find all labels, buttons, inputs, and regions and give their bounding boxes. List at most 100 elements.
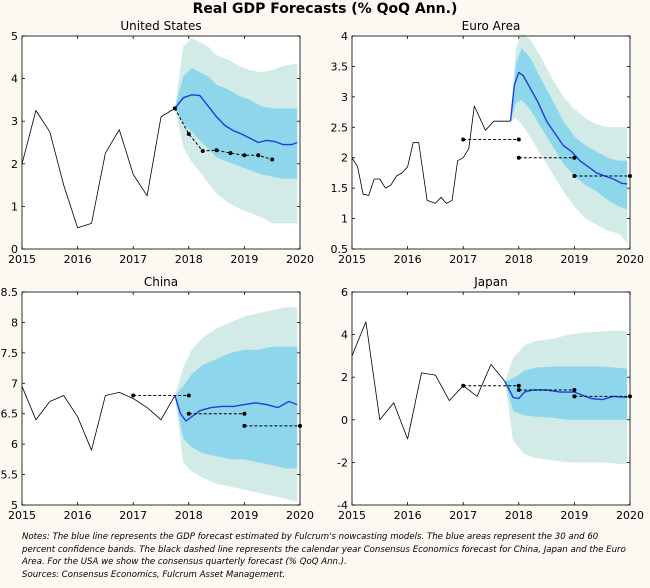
y-tick-label: 2.5 (331, 121, 349, 134)
consensus-point (572, 155, 577, 160)
consensus-point (572, 174, 577, 178)
y-tick-label: 3 (341, 91, 348, 104)
consensus-point (516, 137, 521, 142)
forecast-line (509, 71, 628, 185)
history-line (21, 108, 176, 229)
consensus-point (461, 383, 466, 388)
x-tick-label: 2017 (119, 509, 147, 522)
x-tick-label: 2017 (449, 253, 477, 266)
y-tick-label: 5 (11, 30, 18, 43)
consensus-point (242, 411, 247, 416)
x-tick-label: 2015 (8, 253, 36, 266)
x-tick-label: 2016 (394, 509, 422, 522)
x-tick-label: 2017 (449, 509, 477, 522)
confidence-band-30 (504, 366, 628, 420)
y-tick-label: -4 (337, 499, 348, 512)
history-line (21, 386, 176, 451)
x-tick-label: 2019 (230, 509, 258, 522)
y-tick-label: 3.5 (331, 60, 349, 73)
x-tick-label: 2020 (286, 253, 314, 266)
y-tick-label: 1 (341, 213, 348, 226)
y-tick-label: 8.5 (1, 286, 19, 299)
consensus-point (516, 383, 521, 388)
y-tick-label: 4 (341, 30, 348, 43)
chart-panel-china: China 2015 2016 2017 2018 2019 2020 5 5.5 6 6.5 7 7.… (0, 272, 325, 542)
y-tick-label: 1.5 (331, 182, 349, 195)
forecast-line (504, 381, 628, 401)
y-tick-label: 5 (11, 499, 18, 512)
y-tick-label: 2 (341, 152, 348, 165)
y-tick-label: 2 (11, 158, 18, 171)
x-tick-label: 2018 (175, 509, 203, 522)
forecast-line (174, 395, 298, 422)
chart-panel-united-states: United States 2015 2016 2017 2018 2019 2020 0 1 2… (0, 16, 325, 286)
history-line (351, 321, 506, 440)
chart-svg-japan: Japan 2015 2016 2017 2018 2019 2020 -4 -2 0 2 4 6 (337, 275, 644, 522)
y-tick-label: 6 (11, 438, 18, 451)
y-tick-label: 4 (11, 73, 18, 86)
x-tick-label: 2016 (64, 509, 92, 522)
y-tick-label: 1 (11, 200, 18, 213)
y-tick-label: 6 (341, 286, 348, 299)
plot-frame (21, 35, 301, 250)
consensus-point (228, 151, 233, 156)
confidence-band-30 (174, 346, 298, 469)
x-tick-label: 2020 (616, 509, 644, 522)
x-tick-label: 2017 (119, 253, 147, 266)
consensus-point (131, 393, 136, 398)
chart-title: China (144, 275, 178, 289)
x-tick-label: 2020 (286, 509, 314, 522)
x-tick-label: 2018 (505, 509, 533, 522)
consensus-point (214, 148, 219, 153)
x-tick-label: 2016 (394, 253, 422, 266)
consensus-point (200, 149, 205, 153)
x-tick-label: 2019 (560, 253, 588, 266)
consensus-point (186, 393, 191, 398)
y-tick-label: 8 (11, 316, 18, 329)
y-tick-label: 5.5 (1, 469, 19, 482)
y-tick-label: 0 (11, 243, 18, 256)
x-tick-label: 2015 (338, 509, 366, 522)
consensus-point (186, 132, 191, 136)
consensus-point (242, 153, 247, 158)
chart-panel-japan: Japan 2015 2016 2017 2018 2019 2020 -4 -2 0 2 4 6 (330, 272, 650, 542)
x-tick-label: 2016 (64, 253, 92, 266)
history-line (351, 105, 511, 204)
y-tick-label: 6.5 (1, 408, 19, 421)
notes-text: Notes: The blue line represents the GDP … (22, 532, 626, 568)
figure-title: Real GDP Forecasts (% QoQ Ann.) (192, 1, 458, 17)
consensus-point (186, 411, 191, 416)
consensus-point (256, 153, 261, 158)
consensus-point (270, 157, 275, 162)
consensus-point (242, 423, 247, 428)
y-tick-label: 3 (11, 115, 18, 128)
chart-svg-china: China 2015 2016 2017 2018 2019 2020 5 5.5 6 6.5 7 7.… (1, 275, 315, 522)
plot-frame (351, 291, 631, 506)
x-tick-label: 2015 (338, 253, 366, 266)
plot-frame (351, 35, 631, 250)
y-tick-label: -2 (337, 456, 348, 469)
consensus-line (174, 108, 273, 160)
y-tick-label: 2 (341, 371, 348, 384)
x-tick-label: 2018 (175, 253, 203, 266)
y-tick-label: 0.5 (331, 243, 349, 256)
consensus-point (461, 137, 466, 142)
consensus-point (572, 394, 577, 399)
consensus-point (572, 388, 577, 392)
x-tick-label: 2019 (560, 509, 588, 522)
chart-svg-united-states: United States 2015 2016 2017 2018 2019 2020 0 1 2… (8, 19, 314, 266)
x-tick-label: 2019 (230, 253, 258, 266)
consensus-point (516, 388, 521, 392)
chart-title: Euro Area (462, 19, 521, 33)
confidence-band-30 (174, 68, 298, 179)
y-tick-label: 7 (11, 377, 18, 390)
chart-panel-euro-area: Euro Area 2015 2016 2017 2018 2019 2020 0.5 1 1.5… (330, 16, 650, 286)
confidence-band-30 (510, 48, 628, 210)
consensus-point (172, 106, 177, 111)
chart-title: United States (120, 19, 201, 33)
notes-block: Notes: The blue line represents the GDP … (22, 531, 628, 581)
sources-text: Sources: Consensus Economics, Fulcrum As… (22, 569, 286, 580)
chart-title: Japan (473, 275, 507, 289)
consensus-point (516, 155, 521, 160)
y-tick-label: 0 (341, 414, 348, 427)
